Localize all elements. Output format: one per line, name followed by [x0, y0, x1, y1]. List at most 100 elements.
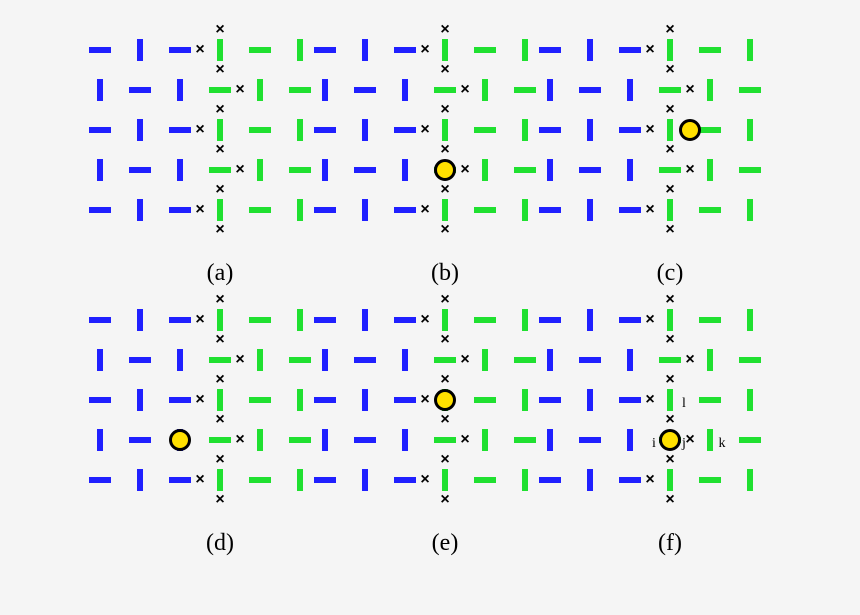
edge-segment	[257, 159, 263, 181]
edge-segment	[522, 309, 528, 331]
cross-icon: ×	[195, 312, 204, 328]
edge-segment	[514, 167, 536, 173]
edge-segment	[217, 39, 223, 61]
edge-segment	[747, 39, 753, 61]
cross-icon: ×	[235, 82, 244, 98]
edge-segment	[659, 87, 681, 93]
cross-icon: ×	[440, 412, 449, 428]
cross-icon: ×	[215, 332, 224, 348]
cross-icon: ×	[215, 62, 224, 78]
edge-segment	[354, 87, 376, 93]
edge-segment	[739, 167, 761, 173]
edge-segment	[394, 317, 416, 323]
edge-segment	[547, 349, 553, 371]
vertex-label-i: i	[652, 436, 656, 452]
edge-segment	[474, 317, 496, 323]
edge-segment	[747, 119, 753, 141]
edge-segment	[402, 79, 408, 101]
highlight-dot	[169, 429, 191, 451]
panel-d: ×××××××××××(d)	[100, 320, 330, 530]
edge-segment	[547, 159, 553, 181]
cross-icon: ×	[645, 42, 654, 58]
edge-segment	[394, 207, 416, 213]
edge-segment	[474, 127, 496, 133]
edge-segment	[314, 47, 336, 53]
cross-icon: ×	[215, 182, 224, 198]
edge-segment	[362, 469, 368, 491]
edge-segment	[137, 469, 143, 491]
highlight-dot	[679, 119, 701, 141]
cross-icon: ×	[215, 412, 224, 428]
cross-icon: ×	[420, 42, 429, 58]
edge-segment	[699, 477, 721, 483]
edge-segment	[217, 119, 223, 141]
edge-segment	[129, 357, 151, 363]
cross-icon: ×	[685, 432, 694, 448]
edge-segment	[739, 357, 761, 363]
cross-icon: ×	[665, 412, 674, 428]
edge-segment	[619, 47, 641, 53]
cross-icon: ×	[420, 122, 429, 138]
edge-segment	[627, 79, 633, 101]
edge-segment	[442, 119, 448, 141]
edge-segment	[362, 119, 368, 141]
edge-segment	[402, 349, 408, 371]
edge-segment	[97, 79, 103, 101]
cross-icon: ×	[665, 332, 674, 348]
edge-segment	[209, 437, 231, 443]
edge-segment	[539, 477, 561, 483]
edge-segment	[257, 349, 263, 371]
edge-segment	[362, 199, 368, 221]
panel-c: ×××××××××××(c)	[550, 50, 780, 260]
edge-segment	[394, 127, 416, 133]
edge-segment	[89, 127, 111, 133]
edge-segment	[314, 397, 336, 403]
panel-label: (f)	[658, 530, 682, 557]
edge-segment	[322, 159, 328, 181]
edge-segment	[667, 119, 673, 141]
cross-icon: ×	[420, 312, 429, 328]
edge-segment	[322, 429, 328, 451]
edge-segment	[619, 477, 641, 483]
cross-icon: ×	[440, 372, 449, 388]
edge-segment	[169, 317, 191, 323]
edge-segment	[129, 437, 151, 443]
edge-segment	[362, 309, 368, 331]
edge-segment	[217, 309, 223, 331]
edge-segment	[707, 349, 713, 371]
edge-segment	[137, 389, 143, 411]
edge-segment	[217, 389, 223, 411]
edge-segment	[539, 47, 561, 53]
cross-icon: ×	[645, 202, 654, 218]
highlight-dot	[434, 159, 456, 181]
edge-segment	[474, 397, 496, 403]
cross-icon: ×	[665, 142, 674, 158]
cross-icon: ×	[440, 102, 449, 118]
edge-segment	[522, 39, 528, 61]
edge-segment	[747, 389, 753, 411]
cross-icon: ×	[440, 142, 449, 158]
cross-icon: ×	[420, 202, 429, 218]
edge-segment	[89, 47, 111, 53]
edge-segment	[539, 207, 561, 213]
edge-segment	[249, 47, 271, 53]
edge-segment	[747, 309, 753, 331]
edge-segment	[474, 207, 496, 213]
edge-segment	[474, 47, 496, 53]
cross-icon: ×	[235, 162, 244, 178]
cross-icon: ×	[195, 42, 204, 58]
vertex-label-l: l	[682, 396, 686, 412]
edge-segment	[137, 309, 143, 331]
edge-segment	[522, 469, 528, 491]
edge-segment	[579, 167, 601, 173]
panel-label: (c)	[657, 260, 684, 287]
edge-segment	[434, 357, 456, 363]
cross-icon: ×	[645, 122, 654, 138]
panel-a: ×××××××××××(a)	[100, 50, 330, 260]
edge-segment	[314, 127, 336, 133]
cross-icon: ×	[440, 22, 449, 38]
edge-segment	[434, 87, 456, 93]
edge-segment	[547, 429, 553, 451]
cross-icon: ×	[665, 492, 674, 508]
edge-segment	[249, 207, 271, 213]
